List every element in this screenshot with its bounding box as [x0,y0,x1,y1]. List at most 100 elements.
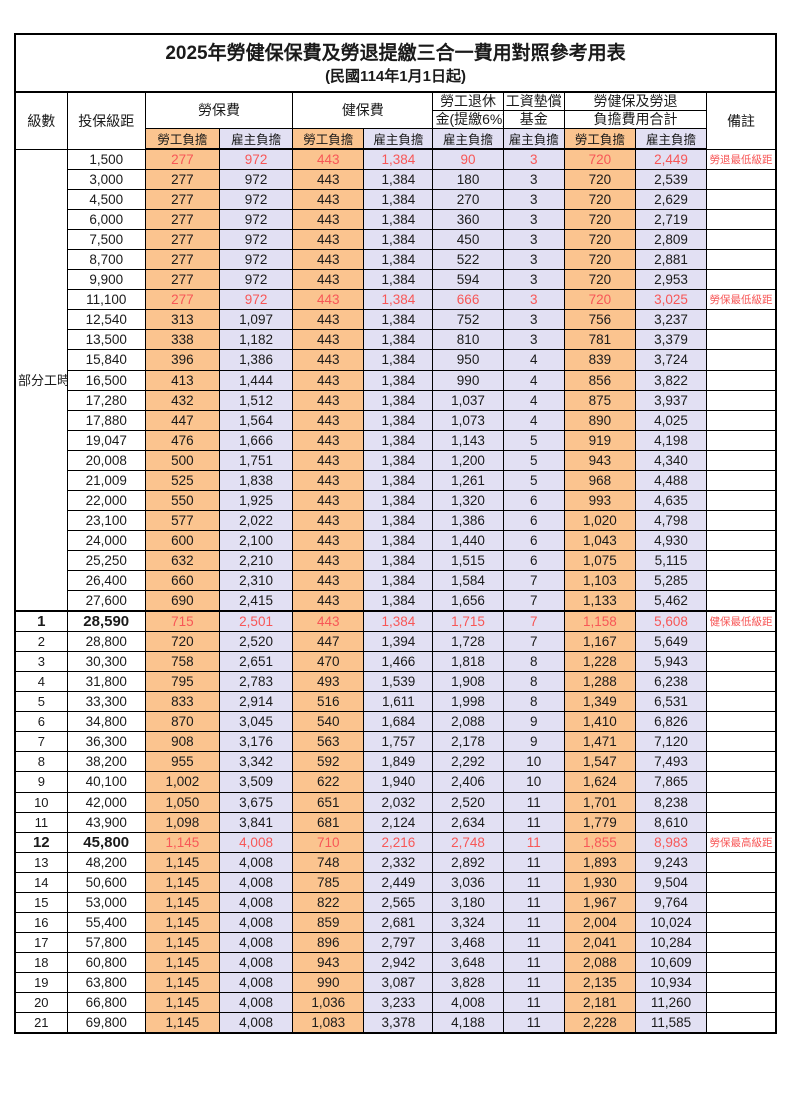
cell-pension-employer: 3,648 [432,951,504,973]
cell-labor-employer: 972 [218,189,294,211]
cell-labor-employer: 1,751 [218,449,294,471]
cell-total-employer: 2,719 [634,209,708,231]
cell-health-employer: 1,384 [363,449,434,471]
cell-labor-employee: 277 [144,269,220,291]
cell-pension-employer: 1,037 [432,389,504,411]
table-row: 9,900 277 972 443 1,384 594 3 720 2,953 [15,269,777,291]
cell-labor-employer: 2,415 [218,590,294,612]
header-pension-line1: 勞工退休 [432,91,504,111]
cell-health-employee: 785 [292,871,365,893]
table-row: 27,600 690 2,415 443 1,384 1,656 7 1,133… [15,590,777,612]
cell-total-employee: 1,043 [563,529,636,551]
header-remark: 備註 [706,91,777,150]
cell-insured-bracket: 21,009 [66,469,146,491]
cell-health-employee: 748 [292,851,365,873]
cell-health-employer: 2,797 [363,931,434,953]
cell-remark: 勞退最低級距 [706,148,777,171]
cell-health-employee: 470 [292,651,365,673]
cell-health-employee: 443 [292,389,365,411]
cell-level: 5 [14,691,68,713]
cell-insured-bracket: 27,600 [66,590,146,612]
cell-total-employer: 2,953 [634,269,708,291]
header-pension-line2: 金(提繳6%) [432,110,504,129]
cell-remark [706,631,777,653]
cell-total-employee: 1,471 [563,731,636,753]
cell-remark [706,991,777,1014]
cell-wage-fund-employer: 4 [502,409,565,431]
page-title: 2025年勞健保保費及勞退提繳三合一費用對照參考用表 [165,42,626,64]
cell-pension-employer: 90 [432,148,504,171]
cell-insured-bracket: 48,200 [66,851,146,873]
cell-labor-employer: 2,914 [218,691,294,713]
cell-health-employer: 1,384 [363,549,434,571]
cell-total-employer: 9,504 [634,871,708,893]
cell-insured-bracket: 9,900 [66,269,146,291]
cell-remark [706,771,777,793]
cell-total-employee: 968 [563,469,636,491]
cell-wage-fund-employer: 3 [502,209,565,231]
cell-labor-employee: 1,145 [144,911,220,933]
cell-total-employee: 2,228 [563,1012,636,1034]
cell-pension-employer: 3,828 [432,971,504,993]
cell-labor-employee: 277 [144,189,220,211]
cell-total-employer: 2,449 [634,148,708,171]
table-row: 12 45,800 1,145 4,008 710 2,216 2,748 11… [14,831,777,853]
cell-remark [706,811,777,833]
cell-health-employer: 1,611 [363,691,434,713]
table-row: 16 55,400 1,145 4,008 859 2,681 3,324 11… [14,911,777,933]
cell-health-employer: 1,384 [363,409,434,431]
cell-total-employer: 10,024 [634,911,708,933]
cell-pension-employer: 2,634 [432,811,504,833]
cell-remark [706,469,777,491]
cell-insured-bracket: 53,000 [66,891,146,913]
cell-health-employee: 443 [292,529,365,551]
cell-labor-employee: 870 [144,711,220,733]
cell-remark [706,249,777,271]
cell-total-employer: 5,115 [634,549,708,571]
cell-labor-employee: 500 [144,449,220,471]
cell-total-employer: 7,865 [634,771,708,793]
cell-pension-employer: 1,908 [432,671,504,693]
cell-labor-employee: 1,050 [144,791,220,813]
cell-total-employer: 4,340 [634,449,708,471]
cell-total-employee: 1,624 [563,771,636,793]
cell-wage-fund-employer: 4 [502,389,565,411]
cell-total-employee: 875 [563,389,636,411]
cell-labor-employer: 972 [218,269,294,291]
cell-total-employee: 720 [563,249,636,271]
cell-level: 16 [14,911,68,933]
cell-labor-employee: 1,145 [144,871,220,893]
cell-pension-employer: 450 [432,229,504,251]
cell-total-employer: 10,609 [634,951,708,973]
cell-health-employer: 1,384 [363,309,434,331]
cell-health-employee: 563 [292,731,365,753]
cell-level: 15 [14,891,68,913]
cell-total-employer: 5,608 [634,610,708,633]
cell-wage-fund-employer: 5 [502,429,565,451]
cell-remark [706,569,777,592]
cell-total-employee: 1,930 [563,871,636,893]
table-row: 19,047 476 1,666 443 1,384 1,143 5 919 4… [15,429,777,451]
cell-health-employer: 1,384 [363,369,434,391]
cell-labor-employer: 1,097 [218,309,294,331]
cell-labor-employer: 972 [218,209,294,231]
cell-remark [706,169,777,191]
cell-health-employer: 1,684 [363,711,434,733]
cell-health-employer: 1,384 [363,469,434,491]
cell-total-employee: 756 [563,309,636,331]
cell-insured-bracket: 43,900 [66,811,146,833]
cell-labor-employer: 4,008 [218,891,294,913]
cell-pension-employer: 180 [432,169,504,191]
cell-remark [706,449,777,471]
cell-labor-employee: 447 [144,409,220,431]
cell-total-employer: 4,025 [634,409,708,431]
cell-health-employer: 1,384 [363,429,434,451]
cell-wage-fund-employer: 3 [502,189,565,211]
cell-health-employee: 622 [292,771,365,793]
cell-total-employer: 8,983 [634,831,708,853]
table-row: 13 48,200 1,145 4,008 748 2,332 2,892 11… [14,851,777,873]
cell-health-employer: 3,233 [363,991,434,1014]
cell-remark [706,209,777,231]
cell-labor-employee: 277 [144,249,220,271]
cell-remark: 勞保最高級距 [706,831,777,853]
